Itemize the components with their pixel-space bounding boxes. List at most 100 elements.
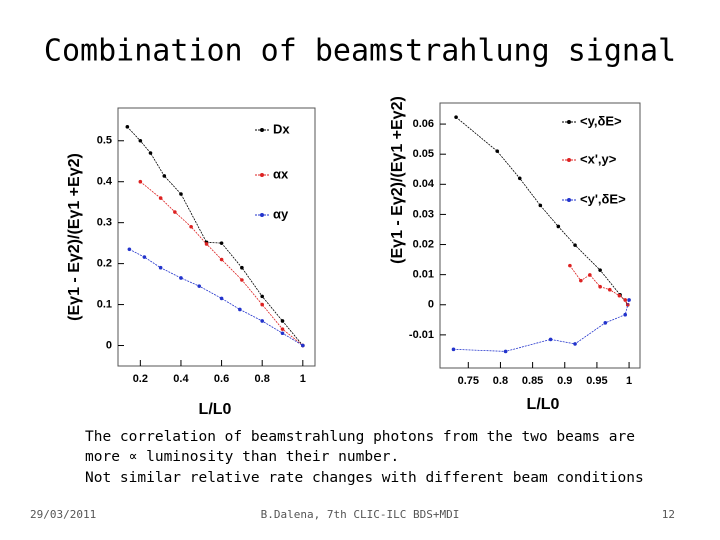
data-point — [598, 284, 602, 289]
data-point — [189, 224, 193, 229]
data-point — [204, 242, 209, 246]
body-line: Not similar relative rate changes with d… — [85, 470, 644, 486]
data-point — [240, 265, 244, 270]
plot-frame — [117, 107, 316, 367]
data-point — [260, 294, 264, 299]
footer-page: 12 — [662, 508, 675, 521]
y-tick-label: 0.2 — [97, 258, 112, 270]
legend-label: αy — [273, 206, 289, 221]
y-axis-title: (Eγ1 - Eγ2)/(Eγ1 +Eγ2) — [389, 96, 406, 264]
data-point — [503, 349, 508, 354]
data-point — [607, 287, 612, 292]
series-line — [127, 126, 304, 346]
body-line: more ∝ luminosity than their number. — [85, 449, 399, 465]
data-point — [179, 276, 183, 280]
data-point — [579, 278, 583, 283]
y-tick-label: 0.4 — [97, 176, 113, 188]
y-tick-label: 0.03 — [413, 208, 434, 220]
x-tick-label: 0.6 — [214, 373, 229, 385]
y-tick-label: 0.02 — [413, 238, 434, 250]
y-tick-label: 0.1 — [97, 298, 112, 310]
data-point — [158, 196, 163, 200]
data-point — [556, 224, 561, 229]
data-point — [260, 319, 264, 323]
data-point — [219, 296, 224, 301]
legend-marker — [567, 158, 571, 162]
legend-label: Dx — [273, 121, 290, 136]
y-tick-label: -0.01 — [409, 329, 434, 341]
data-point — [623, 298, 628, 302]
series-line — [140, 181, 304, 346]
x-tick-label: 0.95 — [586, 375, 607, 387]
data-point — [627, 298, 631, 302]
y-tick-label: 0.5 — [97, 135, 112, 147]
data-point — [280, 319, 285, 323]
legend-label: <x',y> — [580, 151, 617, 166]
data-point — [148, 151, 153, 155]
data-point — [517, 176, 522, 181]
data-point — [573, 243, 577, 247]
y-tick-label: 0 — [428, 299, 434, 311]
x-tick-label: 1 — [300, 373, 306, 385]
data-point — [617, 293, 622, 298]
data-point — [573, 342, 577, 346]
legend-marker — [260, 128, 264, 132]
data-point — [260, 302, 264, 307]
legend-marker — [260, 213, 264, 217]
series-line — [453, 299, 630, 352]
x-tick-label: 0.2 — [133, 373, 148, 385]
data-point — [173, 210, 177, 214]
data-point — [127, 247, 132, 252]
y-tick-label: 0.01 — [413, 269, 434, 281]
x-tick-label: 0.9 — [557, 375, 572, 387]
x-tick-label: 0.4 — [173, 373, 189, 385]
x-axis-title: L/L0 — [199, 401, 232, 418]
data-point — [451, 347, 456, 352]
legend-marker — [260, 173, 264, 177]
x-tick-label: 0.8 — [255, 373, 270, 385]
footer-date: 29/03/2011 — [30, 508, 96, 521]
y-tick-label: 0.3 — [97, 217, 112, 229]
data-point — [179, 192, 183, 196]
data-point — [623, 312, 628, 317]
data-point — [598, 268, 602, 272]
x-tick-label: 0.75 — [458, 375, 479, 387]
legend-marker — [567, 198, 571, 202]
slide-title: Combination of beamstrahlung signal — [44, 34, 676, 69]
x-tick-label: 1 — [626, 375, 632, 387]
legend-label: <y',δE> — [580, 191, 626, 206]
data-point — [301, 343, 305, 348]
data-point — [219, 241, 224, 245]
data-point — [125, 125, 130, 129]
data-point — [240, 278, 244, 282]
data-point — [138, 138, 143, 143]
data-point — [142, 255, 147, 259]
y-tick-label: 0.06 — [413, 118, 434, 130]
data-point — [495, 149, 500, 153]
data-point — [538, 203, 543, 208]
data-point — [603, 321, 608, 325]
data-point — [548, 337, 553, 342]
x-tick-label: 0.8 — [493, 375, 508, 387]
x-tick-label: 0.85 — [522, 375, 543, 387]
y-tick-label: 0.05 — [413, 148, 434, 160]
data-point — [158, 265, 163, 270]
legend-marker — [567, 120, 571, 124]
data-point — [588, 273, 592, 277]
data-point — [162, 174, 167, 178]
data-point — [454, 115, 458, 119]
y-tick-label: 0.04 — [413, 178, 435, 190]
series-line — [455, 116, 629, 306]
series-line — [569, 265, 629, 305]
legend-label: αx — [273, 166, 289, 181]
data-point — [280, 327, 285, 331]
plot-frame — [439, 102, 641, 369]
data-point — [568, 263, 572, 268]
footer-author: B.Dalena, 7th CLIC-ILC BDS+MDI — [261, 508, 460, 521]
x-axis-title: L/L0 — [527, 396, 560, 413]
body-line: The correlation of beamstrahlung photons… — [85, 429, 635, 445]
series-line — [129, 248, 304, 346]
y-axis-title: (Eγ1 - Eγ2)/(Eγ1 +Eγ2) — [66, 153, 83, 321]
data-point — [197, 284, 202, 288]
